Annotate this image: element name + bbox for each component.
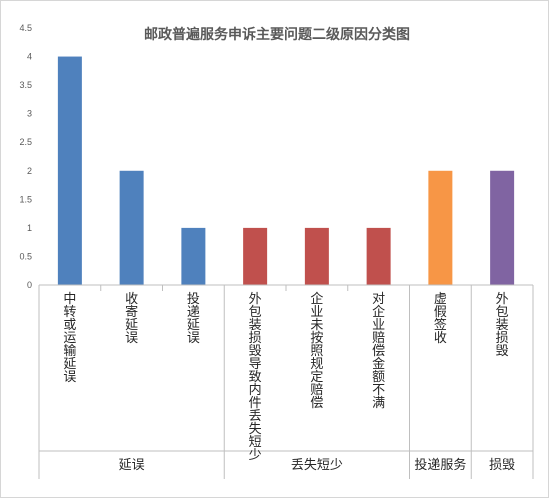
x-tick-label: 企业未按照规定赔偿 [310,291,323,411]
x-tick-label: 外包装损毁 [496,292,509,359]
bar [490,170,515,285]
x-axis: 中转或运输延误 收寄延误 投递延误 外包装损毁导致内件丢失短少 企业未按照规定赔偿 对企业… [38,284,534,479]
bar [243,227,268,285]
x-tick-label: 外包装损毁导致内件丢失短少 [249,292,262,463]
y-tick-label: 0 [27,280,32,290]
bar [57,56,82,285]
y-tick-label: 1 [27,223,32,233]
y-tick-label: 0.5 [19,251,32,261]
x-tick-label: 中转或运输延误 [63,292,76,385]
y-tick-label: 2 [27,166,32,176]
chart-title: 邮政普遍服务申诉主要问题二级原因分类图 [144,26,410,43]
bar [181,227,206,285]
y-axis: 0 0.5 1 1.5 2 2.5 3 3.5 4 4.5 [19,23,32,290]
bar [119,170,144,285]
bar [366,227,391,285]
x-tick-label: 收寄延误 [125,292,138,346]
group-label: 丢失短少 [291,458,343,473]
x-tick-label: 对企业赔偿金额不满 [372,292,385,411]
x-tick-label: 投递延误 [187,291,200,346]
y-tick-label: 3.5 [19,80,32,90]
y-tick-label: 4 [27,52,32,62]
bar [428,170,453,285]
group-label: 延误 [119,458,145,473]
y-tick-label: 4.5 [19,23,32,33]
bar [304,227,329,285]
y-tick-label: 3 [27,109,32,119]
group-label: 投递服务 [414,457,466,473]
group-label: 损毁 [489,458,515,473]
y-tick-label: 2.5 [19,137,32,147]
x-tick-label: 虚假签收 [434,292,447,346]
y-tick-label: 1.5 [19,194,32,204]
bars [57,56,515,285]
